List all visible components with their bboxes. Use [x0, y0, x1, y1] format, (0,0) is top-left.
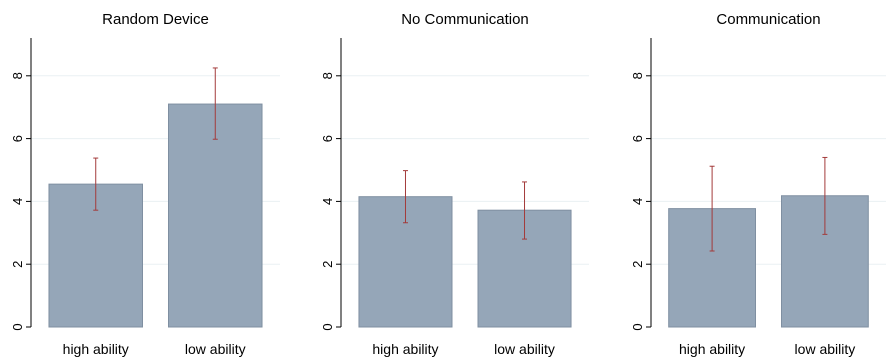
bar-low-ability: [168, 103, 263, 328]
panel-title: Random Device: [102, 11, 209, 28]
panel-title: No Communication: [401, 11, 529, 28]
chart-panel-2: high ability low ability 0 2 4 6 8 No Communica…: [320, 11, 589, 357]
y-tick-label: 0: [630, 323, 645, 330]
y-tick-label: 2: [630, 261, 645, 268]
y-tick-label: 2: [320, 261, 335, 268]
chart-panel-1: high ability low ability 0 2 4 6 8 Random Devic…: [10, 11, 280, 357]
category-label: low ability: [185, 341, 246, 357]
y-tick-label: 0: [320, 323, 335, 330]
y-tick-label: 8: [320, 72, 335, 79]
y-tick-label: 4: [630, 198, 645, 205]
y-tick-label: 6: [10, 135, 25, 142]
y-tick-label: 8: [10, 72, 25, 79]
category-label: high ability: [372, 341, 438, 357]
category-label: high ability: [63, 341, 129, 357]
category-label: low ability: [795, 341, 856, 357]
y-tick-label: 8: [630, 72, 645, 79]
y-tick-label: 6: [320, 135, 335, 142]
y-tick-label: 4: [320, 198, 335, 205]
chart-panel-3: high ability low ability 0 2 4 6 8 Communicatio…: [630, 11, 886, 357]
y-tick-label: 0: [10, 323, 25, 330]
category-label: high ability: [679, 341, 745, 357]
panel-title: Communication: [716, 11, 820, 28]
category-label: low ability: [494, 341, 555, 357]
y-tick-label: 2: [10, 261, 25, 268]
y-tick-label: 6: [630, 135, 645, 142]
y-tick-label: 4: [10, 198, 25, 205]
